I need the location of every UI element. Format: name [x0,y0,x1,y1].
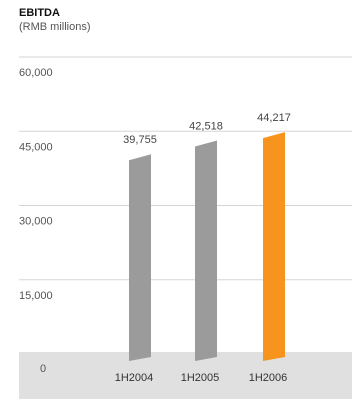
y-tick-label: 15,000 [19,290,53,302]
value-label: 39,755 [123,134,157,146]
bar-1h2004 [129,154,151,361]
y-tick-label: 45,000 [19,141,53,153]
x-tick-label: 1H2005 [181,372,220,384]
value-label: 42,518 [189,121,223,133]
chart-header: EBITDA (RMB millions) [19,6,91,34]
bars [129,132,285,361]
y-axis-ticks: 0 15,000 30,000 45,000 60,000 [19,67,53,375]
value-label: 44,217 [257,112,291,124]
x-tick-label: 1H2004 [115,372,154,384]
y-tick-label: 60,000 [19,67,53,79]
bar-1h2006 [263,132,285,361]
value-labels: 39,755 42,518 44,217 [123,112,291,146]
gridlines [19,56,352,281]
y-tick-label: 30,000 [19,216,53,228]
x-axis-labels: 1H2004 1H2005 1H2006 [115,372,288,384]
bar-1h2005 [195,140,217,361]
y-tick-label: 0 [40,363,46,375]
x-tick-label: 1H2006 [249,372,288,384]
chart-title: EBITDA [19,7,60,19]
chart-subtitle: (RMB millions) [19,21,91,33]
category-axis-band [19,352,352,399]
